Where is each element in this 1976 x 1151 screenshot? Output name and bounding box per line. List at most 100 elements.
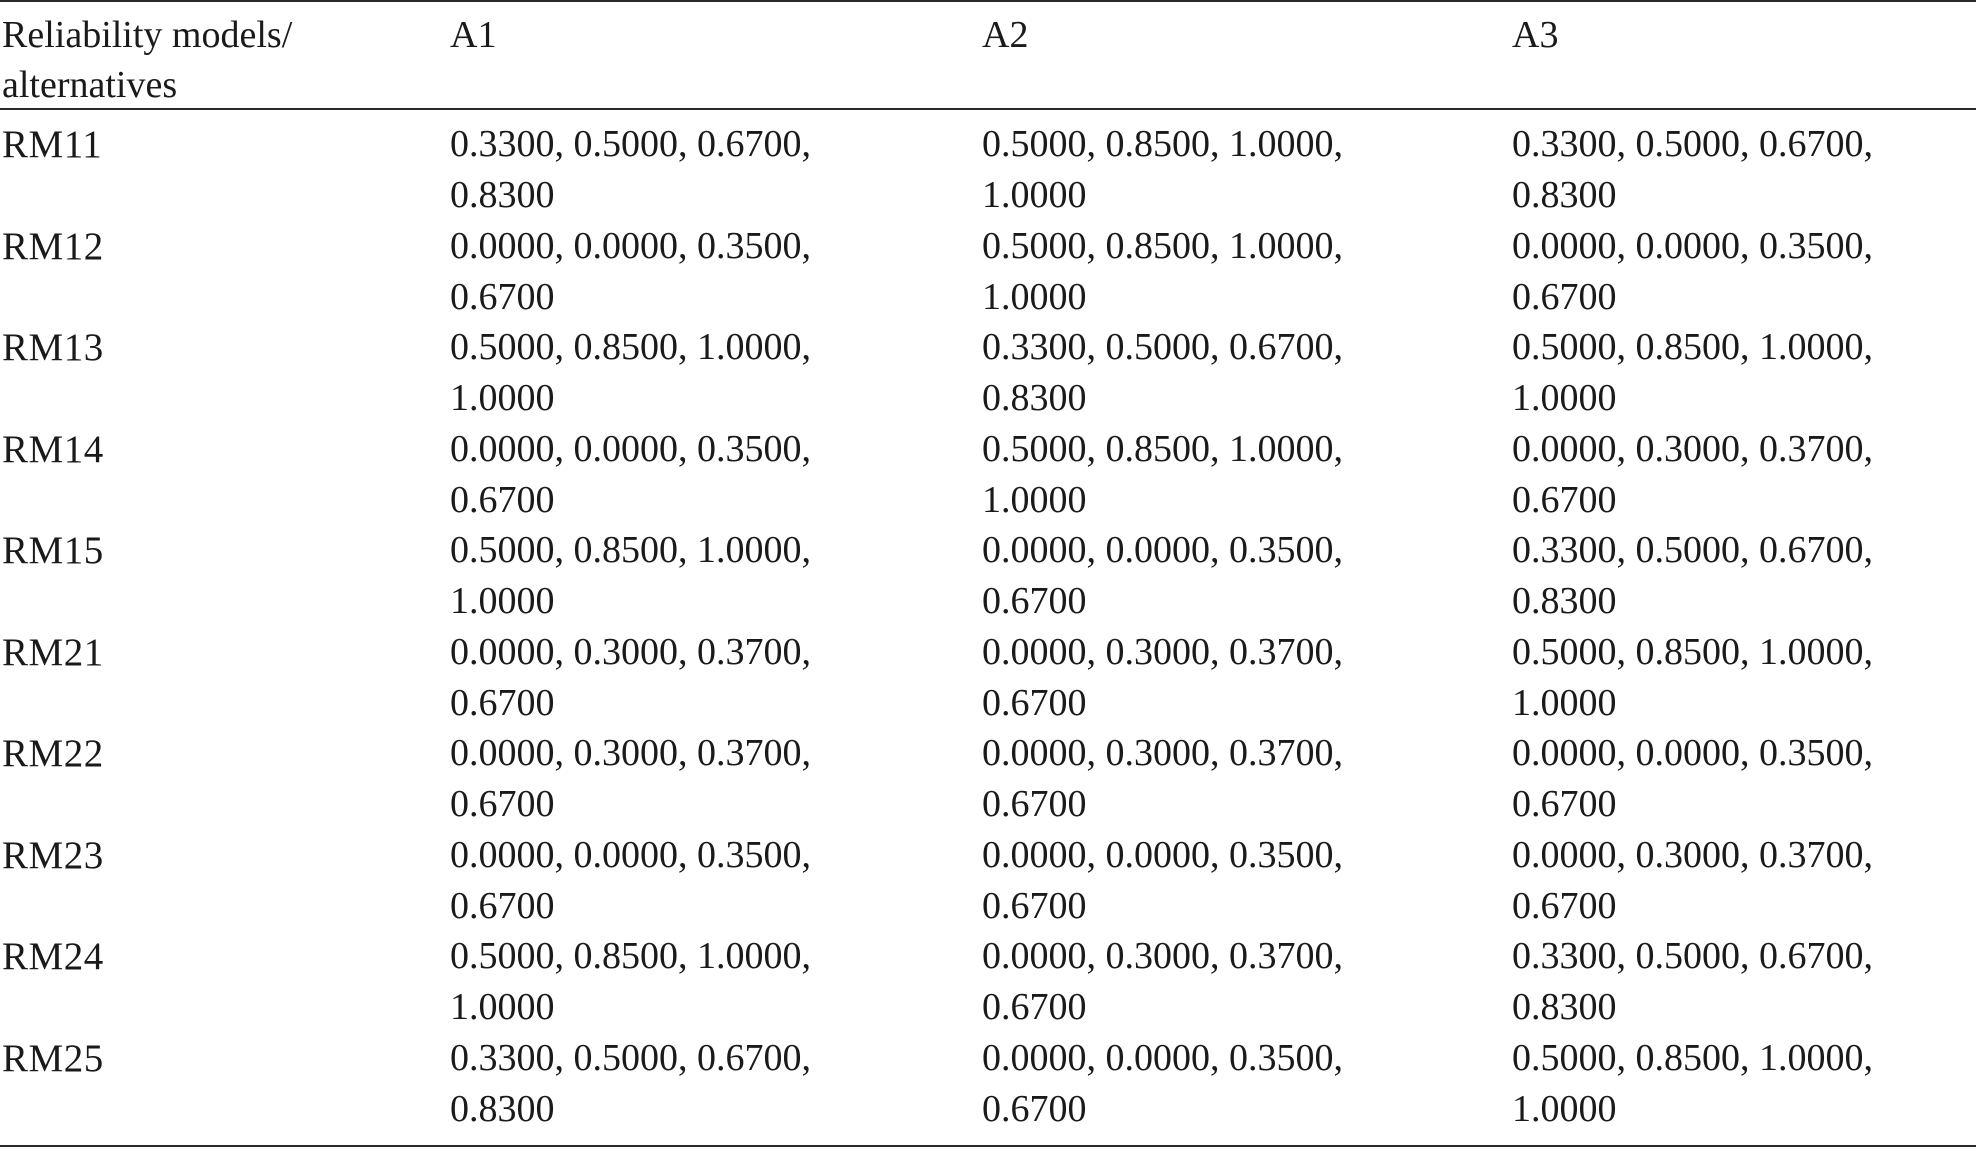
row-label: RM15 bbox=[2, 529, 104, 572]
cell-a1: 0.0000, 0.0000, 0.3500, 0.6700 bbox=[450, 221, 970, 323]
cell-value-line: 0.6700 bbox=[450, 783, 555, 825]
row-label: RM12 bbox=[2, 224, 104, 268]
cell-value-line: 0.3300, 0.5000, 0.6700, bbox=[982, 326, 1343, 368]
cell-value-line: 0.5000, 0.8500, 1.0000, bbox=[982, 123, 1343, 165]
cell-value-line: 0.0000, 0.0000, 0.3500, bbox=[982, 529, 1343, 571]
cell-value-line: 0.0000, 0.3000, 0.3700, bbox=[450, 630, 811, 673]
table-row: RM13 0.5000, 0.8500, 1.0000, 1.0000 0.3300,… bbox=[0, 322, 1976, 424]
table-row: RM23 0.0000, 0.0000, 0.3500, 0.6700 0.0000,… bbox=[0, 830, 1976, 932]
cell-a3: 0.5000, 0.8500, 1.0000, 1.0000 bbox=[1512, 1033, 1972, 1135]
cell-value-line: 0.0000, 0.0000, 0.3500, bbox=[450, 224, 811, 267]
cell-a1: 0.0000, 0.3000, 0.3700, 0.6700 bbox=[450, 728, 970, 830]
cell-value-line: 0.8300 bbox=[1512, 986, 1617, 1028]
cell-value-line: 0.8300 bbox=[1512, 580, 1617, 622]
cell-a2: 0.0000, 0.3000, 0.3700, 0.6700 bbox=[982, 931, 1502, 1033]
cell-value-line: 1.0000 bbox=[982, 174, 1087, 216]
cell-a1: 0.0000, 0.3000, 0.3700, 0.6700 bbox=[450, 627, 970, 729]
cell-value-line: 0.8300 bbox=[450, 1087, 555, 1130]
cell-a1: 0.0000, 0.0000, 0.3500, 0.6700 bbox=[450, 830, 970, 932]
table-row: RM11 0.3300, 0.5000, 0.6700, 0.8300 0.5000,… bbox=[0, 119, 1976, 221]
cell-value-line: 1.0000 bbox=[982, 478, 1087, 521]
cell-value-line: 0.6700 bbox=[982, 580, 1087, 622]
row-label: RM13 bbox=[2, 326, 104, 369]
table-row: RM22 0.0000, 0.3000, 0.3700, 0.6700 0.0000,… bbox=[0, 728, 1976, 830]
cell-value-line: 1.0000 bbox=[1512, 377, 1617, 419]
cell-value-line: 0.6700 bbox=[982, 783, 1087, 825]
header-a1: A1 bbox=[450, 14, 497, 56]
cell-a2: 0.5000, 0.8500, 1.0000, 1.0000 bbox=[982, 221, 1502, 323]
cell-value-line: 0.5000, 0.8500, 1.0000, bbox=[1512, 326, 1873, 368]
cell-a3: 0.3300, 0.5000, 0.6700, 0.8300 bbox=[1512, 119, 1972, 221]
table-row: RM24 0.5000, 0.8500, 1.0000, 1.0000 0.0000,… bbox=[0, 931, 1976, 1033]
cell-value-line: 0.0000, 0.0000, 0.3500, bbox=[1512, 732, 1873, 774]
row-label: RM23 bbox=[2, 833, 104, 877]
cell-a1: 0.3300, 0.5000, 0.6700, 0.8300 bbox=[450, 1033, 970, 1135]
cell-value-line: 0.0000, 0.3000, 0.3700, bbox=[1512, 833, 1873, 876]
cell-value-line: 0.0000, 0.3000, 0.3700, bbox=[982, 630, 1343, 673]
cell-a2: 0.0000, 0.3000, 0.3700, 0.6700 bbox=[982, 627, 1502, 729]
cell-a1: 0.5000, 0.8500, 1.0000, 1.0000 bbox=[450, 322, 970, 424]
cell-value-line: 0.3300, 0.5000, 0.6700, bbox=[1512, 935, 1873, 977]
cell-value-line: 0.3300, 0.5000, 0.6700, bbox=[450, 1036, 811, 1079]
table-header-rule bbox=[0, 108, 1976, 110]
cell-value-line: 0.3300, 0.5000, 0.6700, bbox=[1512, 529, 1873, 571]
cell-value-line: 0.6700 bbox=[1512, 783, 1617, 825]
header-reliability-models: Reliability models/ alternatives bbox=[2, 14, 293, 106]
cell-a3: 0.0000, 0.0000, 0.3500, 0.6700 bbox=[1512, 221, 1972, 323]
cell-a3: 0.5000, 0.8500, 1.0000, 1.0000 bbox=[1512, 322, 1972, 424]
cell-value-line: 0.5000, 0.8500, 1.0000, bbox=[982, 224, 1343, 267]
cell-a3: 0.0000, 0.3000, 0.3700, 0.6700 bbox=[1512, 424, 1972, 526]
header-a2: A2 bbox=[982, 14, 1029, 56]
table-row: RM12 0.0000, 0.0000, 0.3500, 0.6700 0.5000,… bbox=[0, 221, 1976, 323]
cell-value-line: 0.0000, 0.3000, 0.3700, bbox=[982, 732, 1343, 774]
cell-a3: 0.0000, 0.3000, 0.3700, 0.6700 bbox=[1512, 830, 1972, 932]
cell-a1: 0.5000, 0.8500, 1.0000, 1.0000 bbox=[450, 525, 970, 627]
cell-a3: 0.0000, 0.0000, 0.3500, 0.6700 bbox=[1512, 728, 1972, 830]
cell-a2: 0.3300, 0.5000, 0.6700, 0.8300 bbox=[982, 322, 1502, 424]
cell-value-line: 0.5000, 0.8500, 1.0000, bbox=[1512, 1036, 1873, 1079]
cell-value-line: 0.8300 bbox=[982, 377, 1087, 419]
cell-value-line: 0.6700 bbox=[450, 681, 555, 724]
row-label: RM25 bbox=[2, 1036, 104, 1080]
table-bottom-rule bbox=[0, 1145, 1976, 1147]
cell-value-line: 0.0000, 0.3000, 0.3700, bbox=[450, 732, 811, 774]
row-label: RM22 bbox=[2, 732, 104, 775]
cell-value-line: 0.6700 bbox=[982, 884, 1087, 927]
table-row: RM15 0.5000, 0.8500, 1.0000, 1.0000 0.0000,… bbox=[0, 525, 1976, 627]
cell-value-line: 0.5000, 0.8500, 1.0000, bbox=[450, 326, 811, 368]
cell-value-line: 0.6700 bbox=[982, 681, 1087, 724]
cell-value-line: 0.8300 bbox=[1512, 174, 1617, 216]
table-body: RM11 0.3300, 0.5000, 0.6700, 0.8300 0.5000,… bbox=[0, 119, 1976, 1134]
cell-a2: 0.0000, 0.0000, 0.3500, 0.6700 bbox=[982, 525, 1502, 627]
row-label: RM11 bbox=[2, 123, 103, 166]
cell-value-line: 0.6700 bbox=[450, 275, 555, 318]
row-label: RM14 bbox=[2, 427, 104, 471]
cell-a2: 0.0000, 0.0000, 0.3500, 0.6700 bbox=[982, 830, 1502, 932]
cell-value-line: 0.0000, 0.0000, 0.3500, bbox=[450, 427, 811, 470]
cell-value-line: 1.0000 bbox=[450, 986, 555, 1028]
cell-value-line: 1.0000 bbox=[1512, 681, 1617, 724]
cell-a2: 0.5000, 0.8500, 1.0000, 1.0000 bbox=[982, 424, 1502, 526]
cell-value-line: 0.6700 bbox=[1512, 884, 1617, 927]
cell-a2: 0.0000, 0.0000, 0.3500, 0.6700 bbox=[982, 1033, 1502, 1135]
header-a3: A3 bbox=[1512, 14, 1559, 56]
cell-a2: 0.0000, 0.3000, 0.3700, 0.6700 bbox=[982, 728, 1502, 830]
cell-value-line: 0.5000, 0.8500, 1.0000, bbox=[450, 529, 811, 571]
table-top-rule bbox=[0, 0, 1976, 2]
cell-value-line: 0.6700 bbox=[450, 478, 555, 521]
cell-value-line: 0.0000, 0.0000, 0.3500, bbox=[450, 833, 811, 876]
cell-value-line: 1.0000 bbox=[450, 580, 555, 622]
cell-value-line: 0.0000, 0.3000, 0.3700, bbox=[982, 935, 1343, 977]
table-header-row: Reliability models/ alternatives A1 A2 A… bbox=[0, 10, 1976, 106]
cell-value-line: 0.6700 bbox=[450, 884, 555, 927]
cell-a1: 0.0000, 0.0000, 0.3500, 0.6700 bbox=[450, 424, 970, 526]
row-label: RM24 bbox=[2, 935, 104, 978]
cell-value-line: 0.6700 bbox=[1512, 275, 1617, 318]
cell-a3: 0.3300, 0.5000, 0.6700, 0.8300 bbox=[1512, 525, 1972, 627]
cell-value-line: 0.6700 bbox=[982, 986, 1087, 1028]
cell-a1: 0.5000, 0.8500, 1.0000, 1.0000 bbox=[450, 931, 970, 1033]
cell-value-line: 1.0000 bbox=[982, 275, 1087, 318]
cell-a2: 0.5000, 0.8500, 1.0000, 1.0000 bbox=[982, 119, 1502, 221]
row-label: RM21 bbox=[2, 630, 104, 674]
cell-value-line: 0.5000, 0.8500, 1.0000, bbox=[982, 427, 1343, 470]
